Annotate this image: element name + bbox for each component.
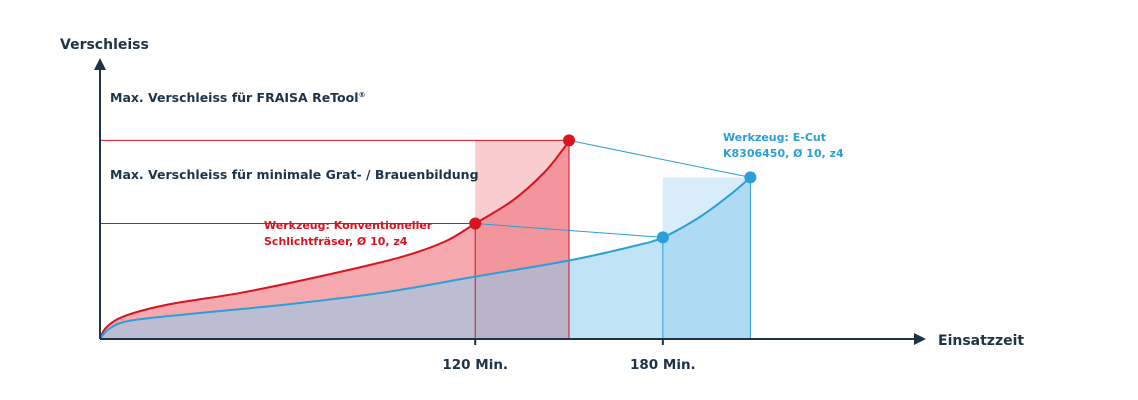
registered-mark: ® [359,91,366,99]
labels-group: 120 Min. 180 Min. Verschleiss Einsatzzeit Ma… [60,37,1024,373]
blue-marker-1 [744,171,757,184]
blue-series-label-line-1: K8306450, Ø 10, z4 [723,147,844,160]
series-fill-group [100,140,751,339]
red-marker-0 [469,217,482,230]
reference-line-0-blue [568,139,751,178]
red-marker-1 [563,134,576,147]
blue-series-label-line-0: Werkzeug: E-Cut [723,131,826,144]
x-axis-arrow [914,333,926,345]
blue-marker-0 [656,231,669,244]
blue-series-line [99,176,752,340]
reference-line-label-1: Max. Verschleiss für minimale Grat- / Br… [110,167,479,182]
y-axis-arrow [94,58,106,70]
red-series-label-line-0: Werkzeug: Konventioneller [264,219,433,232]
series-markers-group [469,134,757,244]
red-series-line [99,139,570,340]
blue-series-area [100,177,751,339]
reference-lines-group [100,139,751,339]
y-axis-title: Verschleiss [60,37,149,53]
x-tick-label-1: 180 Min. [630,357,696,373]
red-series-label-line-1: Schlichtfräser, Ø 10, z4 [264,235,408,248]
x-tick-label-0: 120 Min. [442,357,508,373]
axes-group [94,58,926,345]
x-axis-title: Einsatzzeit [938,333,1024,349]
reference-line-label-0: Max. Verschleiss für FRAISA ReTool® [110,90,366,105]
series-curves-group [99,139,752,340]
